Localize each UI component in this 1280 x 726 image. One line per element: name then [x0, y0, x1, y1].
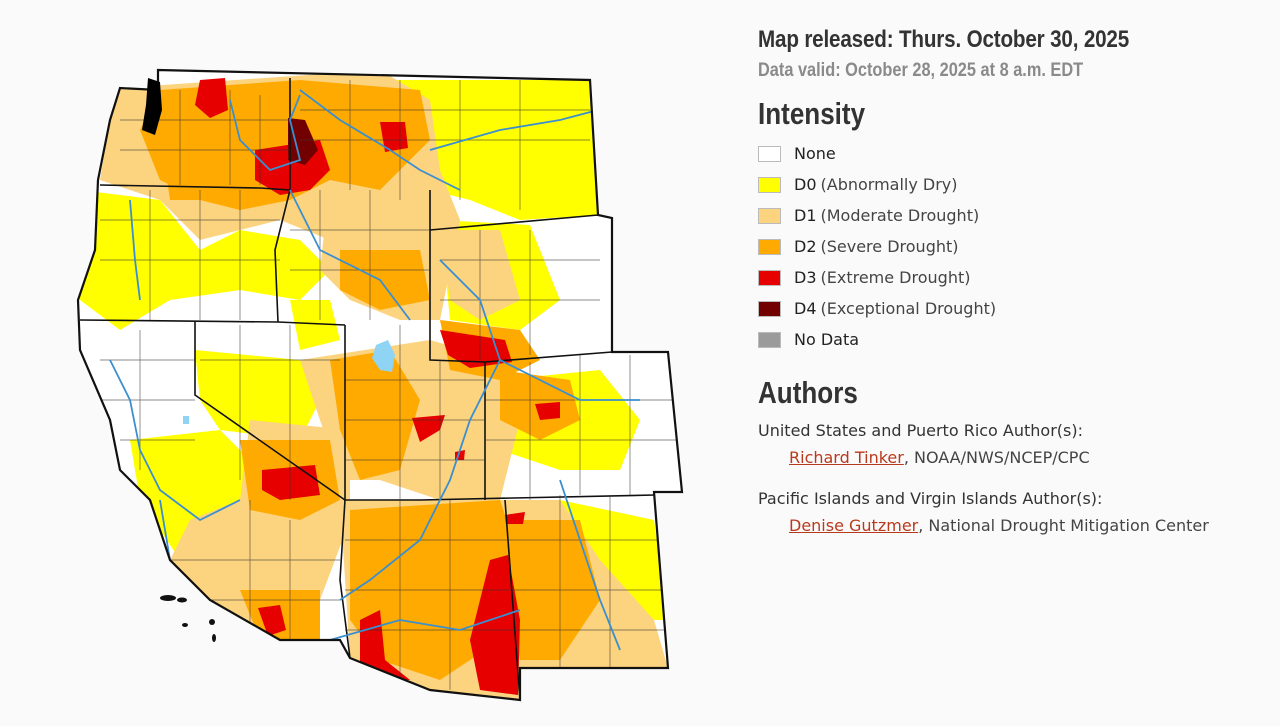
swatch-none [758, 145, 781, 162]
legend-item-d3: D3 (Extreme Drought) [758, 262, 1268, 293]
map-released-date: Map released: Thurs. October 30, 2025 [758, 26, 1130, 53]
state-borders [79, 78, 656, 700]
legend-desc: (Abnormally Dry) [820, 175, 958, 194]
swatch-d1 [758, 207, 781, 224]
legend-code: None [794, 144, 836, 163]
drought-map [76, 68, 684, 702]
authors-heading: Authors [758, 375, 858, 410]
legend-item-none: None [758, 138, 1268, 169]
legend-item-d2: D2 (Severe Drought) [758, 231, 1268, 262]
legend-code: D3 [794, 268, 817, 287]
legend-code: D0 [794, 175, 817, 194]
legend-code: D4 [794, 299, 817, 318]
legend-item-d0: D0 (Abnormally Dry) [758, 169, 1268, 200]
legend-item-d1: D1 (Moderate Drought) [758, 200, 1268, 231]
intensity-heading: Intensity [758, 96, 866, 131]
legend-desc: (Severe Drought) [820, 237, 959, 256]
swatch-d3 [758, 269, 781, 286]
d4-area [288, 118, 318, 165]
author-link-denise-gutzmer[interactable]: Denise Gutzmer [789, 516, 919, 535]
legend-desc: (Moderate Drought) [820, 206, 980, 225]
drought-map-svg [76, 68, 684, 702]
author-line: Denise Gutzmer, National Drought Mitigat… [789, 516, 1268, 535]
data-valid-date: Data valid: October 28, 2025 at 8 a.m. E… [758, 60, 1084, 81]
rivers [109, 89, 640, 651]
legend-item-no-data: No Data [758, 324, 1268, 355]
puget-sound [142, 78, 162, 135]
legend-code: No Data [794, 330, 860, 349]
legend-code: D1 [794, 206, 817, 225]
swatch-no-data [758, 331, 781, 348]
legend-code: D2 [794, 237, 817, 256]
intensity-legend: None D0 (Abnormally Dry) D1 (Moderate Dr… [758, 138, 1268, 355]
swatch-d4 [758, 300, 781, 317]
author-affiliation: , National Drought Mitigation Center [918, 516, 1209, 535]
west-region-outline [76, 68, 684, 702]
author-line: Richard Tinker, NOAA/NWS/NCEP/CPC [789, 448, 1268, 467]
legend-desc: (Extreme Drought) [820, 268, 971, 287]
info-panel: Map released: Thurs. October 30, 2025 Da… [758, 26, 1268, 535]
author-group-pacific: Pacific Islands and Virgin Islands Autho… [758, 489, 1268, 535]
lake-tahoe [183, 416, 189, 424]
swatch-d0 [758, 176, 781, 193]
legend-desc: (Exceptional Drought) [820, 299, 997, 318]
great-salt-lake [372, 340, 395, 372]
author-link-richard-tinker[interactable]: Richard Tinker [789, 448, 904, 467]
author-group-label: United States and Puerto Rico Author(s): [758, 421, 1084, 440]
author-group-us: United States and Puerto Rico Author(s):… [758, 421, 1268, 467]
author-affiliation: , NOAA/NWS/NCEP/CPC [903, 448, 1090, 467]
swatch-d2 [758, 238, 781, 255]
author-group-label: Pacific Islands and Virgin Islands Autho… [758, 489, 1103, 508]
county-lines [100, 80, 680, 690]
legend-item-d4: D4 (Exceptional Drought) [758, 293, 1268, 324]
channel-islands [160, 595, 216, 642]
